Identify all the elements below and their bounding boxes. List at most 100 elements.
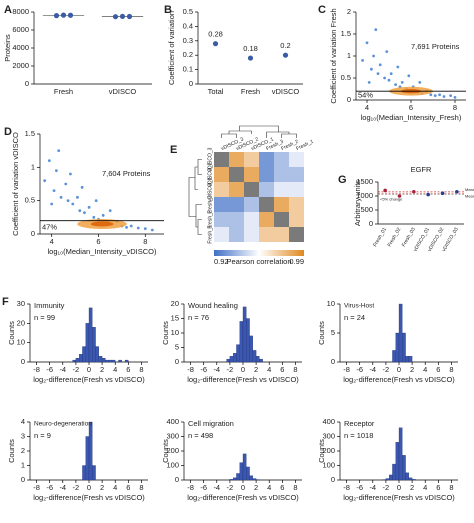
point [83,211,86,215]
histogram-bar [392,463,396,481]
dot [426,192,430,197]
heatmap-cell [214,152,229,167]
density-core [90,221,114,227]
heatmap-cell [214,212,229,227]
point [52,189,56,193]
x-tick-label: 8 [293,365,297,374]
heatmap-cell [274,212,289,227]
row-label: vDISCO_3 [207,147,213,171]
sample-size: n = 1018 [344,431,373,440]
histogram-bar [82,465,86,481]
histogram-bar [108,359,113,363]
y-axis-label: Counts [161,439,170,463]
point [394,83,397,86]
reference-label: <5% change [380,197,403,202]
x-axis-label: log₂-difference(Fresh vs vDISCO) [187,375,299,384]
sample-size: n = 76 [188,313,209,322]
row-label: vDISCO_2 [207,162,213,186]
point [449,94,452,97]
x-tick-label: -4 [369,365,376,374]
sample-size: n = 9 [34,431,51,440]
histogram-bar [395,442,400,481]
point [64,182,68,186]
point [108,209,112,213]
x-tick-label: 8 [453,103,457,112]
x-tick-label: -6 [200,483,207,492]
point [385,50,389,53]
y-tick-label: 0.5 [341,73,351,82]
point [429,93,433,97]
y-tick-label: 1.5 [341,29,351,38]
heatmap-cell [229,212,244,227]
histogram-bar [98,356,103,363]
point [361,59,364,62]
dot [119,13,126,20]
dot [383,188,387,193]
histogram-bar [95,346,99,363]
y-tick-label: 2000 [12,61,29,70]
histogram-bar [402,332,406,363]
histogram-bar [226,358,231,363]
y-axis-label: Counts [317,439,326,463]
y-tick-label: 15 [171,313,179,322]
panel-label: B [164,4,172,16]
chart-title: Virus-Host [344,303,374,310]
point [59,195,63,199]
y-tick-label: 30 [17,299,25,308]
sample-size: n = 99 [34,313,55,322]
value-label: 0.28 [208,30,223,39]
heatmap-cell [229,152,244,167]
y-tick-label: 200 [322,446,335,455]
x-axis-label: log₁₀(Median_Intensity_Fresh) [361,113,462,122]
heatmap-cell [274,197,289,212]
heatmap-cell [259,182,274,197]
point [418,81,422,84]
annotation: 7,604 Proteins [102,169,151,178]
y-tick-label: 8000 [12,7,29,16]
y-tick-label: 0 [175,475,179,484]
heatmap-cell [229,167,244,182]
y-tick-label: 400 [166,417,179,426]
histogram-bar [233,353,237,363]
x-tick-label: -4 [59,365,66,374]
x-axis-label: log₁₀(Median_Intensity_vDISCO) [47,247,157,256]
x-tick-label: 4 [423,365,427,374]
histogram-bar [398,427,403,481]
y-tick-label: 1000 [356,191,373,200]
y-axis-label: Counts [317,321,326,345]
histogram-bar [408,477,413,481]
point [129,224,133,228]
histogram-bar [92,327,96,363]
y-tick-label: 5 [331,328,335,337]
point [94,199,98,203]
y-tick-label: 3 [21,431,25,440]
x-tick-label: 4 [423,483,427,492]
y-tick-label: 10 [171,328,179,337]
histogram-bar [88,307,93,363]
y-axis-label: Coefficient of variation [167,11,176,85]
x-tick-label: 4 [113,365,117,374]
panel-label: D [4,126,12,138]
x-tick-label: Fresh [54,87,73,96]
heatmap-cell [259,167,274,182]
heatmap-cell [244,182,259,197]
x-tick-label: -6 [200,365,207,374]
dot [397,194,402,198]
y-tick-label: 0 [369,219,373,228]
histogram-bar [229,479,234,481]
heatmap-cell [229,227,244,242]
x-tick-label: 2 [410,365,414,374]
x-tick-label: 8 [139,483,143,492]
histogram-bar [111,359,116,363]
x-tick-label: -8 [187,365,194,374]
histogram-bar [252,350,257,363]
point [80,185,84,189]
heatmap-cell [274,227,289,242]
point [150,228,154,232]
row-label: Fresh_2 [207,210,213,229]
x-tick-label: 4 [267,365,271,374]
histogram-bar [402,455,406,481]
y-tick-label: 0.2 [183,50,193,59]
x-tick-label: 8 [449,483,453,492]
y-tick-label: 6000 [12,25,29,34]
